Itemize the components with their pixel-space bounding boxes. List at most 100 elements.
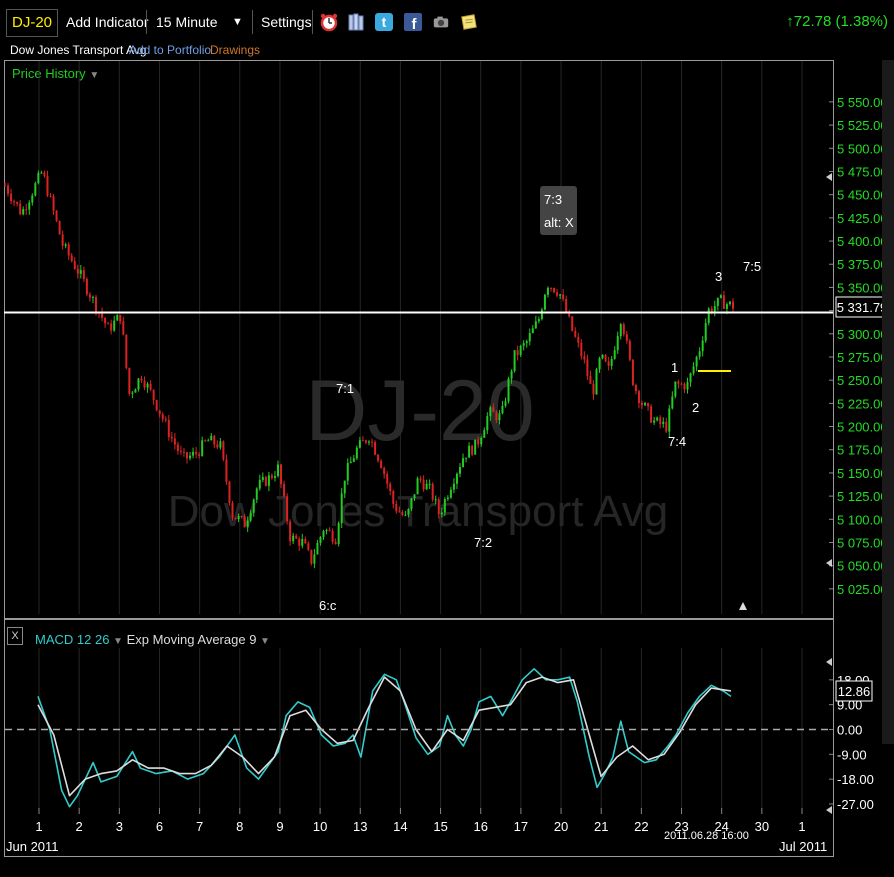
candle-body (31, 195, 34, 203)
watermark-name: Dow Jones Transport Avg (168, 487, 669, 536)
candle-body (489, 407, 492, 417)
add-to-portfolio-link[interactable]: Add to Portfolio (129, 43, 212, 57)
candle-body (455, 473, 458, 484)
macd-scroll-down-icon[interactable] (826, 806, 832, 814)
annotation-7-4[interactable]: 7:4 (668, 434, 686, 449)
candle-body (319, 536, 322, 543)
candle-body (389, 483, 392, 492)
annotation-6-c[interactable]: 6:c (319, 598, 337, 613)
candle-body (49, 195, 52, 197)
chevron-down-icon[interactable]: ▼ (113, 636, 123, 647)
note-icon[interactable] (458, 10, 480, 34)
candle-body (647, 403, 650, 407)
macd-close-button[interactable]: X (7, 627, 23, 645)
candle-body (173, 438, 176, 445)
macd-scroll-up-icon[interactable] (826, 658, 832, 666)
candle-body (477, 439, 480, 445)
candle-body (471, 445, 474, 455)
candle-body (234, 517, 237, 520)
x-tick-label: 16 (474, 819, 488, 834)
candle-body (637, 391, 640, 404)
annotation-wave-2[interactable]: 2 (692, 400, 699, 415)
annotation-7-3[interactable]: 7:3 (544, 192, 562, 207)
candle-body (504, 401, 507, 406)
annotation-wave-3[interactable]: 3 (715, 269, 722, 284)
y-tick-label: 5 375.00 (837, 257, 888, 272)
macd-tick-label: 9.00 (837, 698, 862, 713)
x-tick-label: 10 (313, 819, 327, 834)
symbol-box[interactable]: DJ-20 (6, 9, 59, 37)
chevron-down-icon[interactable]: ▼ (232, 16, 243, 28)
annotation-7-2[interactable]: 7:2 (474, 535, 492, 550)
candle-body (261, 476, 264, 480)
candle-body (352, 458, 355, 462)
x-axis-right-label: Jul 2011 (779, 839, 827, 854)
candle-body (58, 220, 61, 235)
candle-body (725, 304, 728, 309)
candle-body (252, 499, 255, 513)
candle-body (525, 341, 528, 344)
candle-body (355, 447, 358, 459)
annotation-wave-1[interactable]: 1 (671, 360, 678, 375)
interval-select[interactable]: 15 Minute (156, 14, 218, 30)
drawings-link[interactable]: Drawings (210, 43, 261, 57)
candle-body (537, 319, 540, 322)
candle-body (668, 408, 671, 432)
twitter-icon[interactable]: t (373, 10, 395, 34)
candle-body (258, 479, 261, 489)
candle-body (16, 201, 19, 204)
chevron-down-icon[interactable]: ▼ (89, 70, 100, 81)
x-tick-label: 14 (393, 819, 407, 834)
candle-body (431, 483, 434, 500)
candle-body (101, 312, 104, 318)
add-indicator-button[interactable]: Add Indicator (66, 14, 149, 30)
candle-body (644, 403, 647, 406)
x-tick-label: 30 (755, 819, 769, 834)
x-tick-label: 1 (798, 819, 805, 834)
candle-body (540, 309, 543, 320)
candle-body (628, 340, 631, 360)
annotation-alt-x[interactable]: alt: X (544, 215, 574, 230)
svg-text:t: t (382, 14, 387, 30)
candle-body (243, 516, 246, 528)
candle-body (125, 334, 128, 368)
x-tick-label: 21 (594, 819, 608, 834)
candle-body (425, 483, 428, 490)
candle-body (386, 474, 389, 484)
candle-body (577, 336, 580, 343)
candle-body (428, 483, 431, 485)
columns-icon[interactable] (345, 10, 367, 34)
settings-button[interactable]: Settings (261, 14, 312, 30)
candle-body (401, 512, 404, 516)
x-tick-label: 7 (196, 819, 203, 834)
candle-body (598, 358, 601, 370)
annotation-7-5[interactable]: 7:5 (743, 259, 761, 274)
scroll-up-arrow-icon[interactable] (826, 173, 832, 181)
y-tick-label: 5 100.00 (837, 512, 888, 527)
camera-icon[interactable] (430, 10, 452, 34)
price-history-title: Price History (12, 66, 86, 81)
candle-body (222, 441, 225, 460)
annotation-7-1[interactable]: 7:1 (336, 381, 354, 396)
candle-body (586, 359, 589, 376)
facebook-icon[interactable]: f (402, 10, 424, 34)
candle-body (155, 400, 158, 411)
candle-body (422, 479, 425, 490)
alarm-clock-icon[interactable] (318, 10, 340, 34)
candle-body (286, 496, 289, 522)
candle-body (91, 296, 94, 298)
candle-body (231, 503, 234, 518)
candle-body (113, 320, 116, 331)
x-tick-label: 24 (714, 819, 728, 834)
chevron-down-icon[interactable]: ▼ (260, 636, 270, 647)
y-tick-label: 5 400.00 (837, 234, 888, 249)
price-history-label[interactable]: Price History ▼ (12, 66, 99, 81)
scroll-down-arrow-icon[interactable] (826, 559, 832, 567)
candle-body (104, 317, 107, 324)
candle-body (240, 516, 243, 518)
candle-body (43, 172, 46, 176)
candle-body (677, 381, 680, 384)
candle-body (674, 381, 677, 397)
candle-body (589, 375, 592, 384)
